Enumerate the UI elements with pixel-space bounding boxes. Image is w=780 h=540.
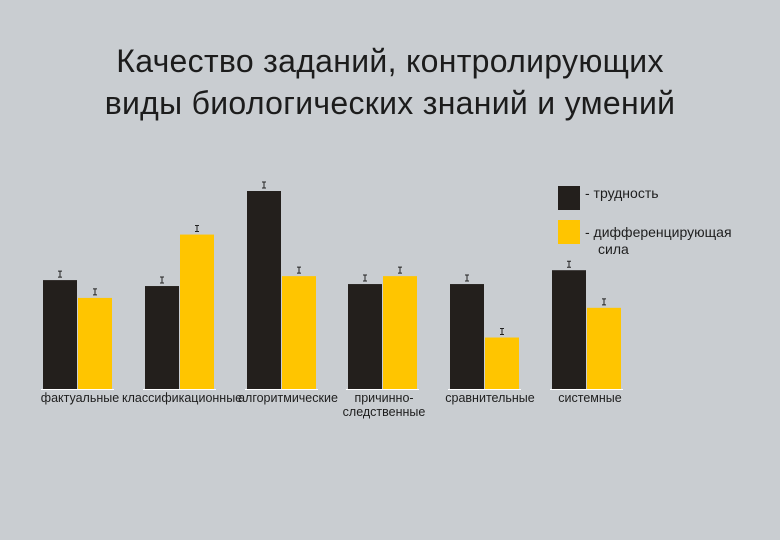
category-label-5: системные bbox=[530, 391, 650, 405]
error-bar-difficulty-3 bbox=[363, 274, 367, 282]
bar-difficulty-2 bbox=[247, 191, 281, 389]
error-bar-discrimination-4 bbox=[500, 328, 504, 336]
bar-difficulty-0 bbox=[43, 280, 77, 389]
error-bar-discrimination-0 bbox=[93, 288, 97, 296]
bar-discrimination-0 bbox=[78, 297, 112, 389]
bar-difficulty-3 bbox=[348, 284, 382, 389]
bar-discrimination-4 bbox=[485, 337, 519, 389]
category-label-line1: фактуальные bbox=[40, 391, 120, 405]
category-label-1: классификационные bbox=[122, 391, 242, 405]
error-bar-difficulty-1 bbox=[160, 276, 164, 284]
chart-title: Качество заданий, контролирующих виды би… bbox=[0, 40, 780, 124]
category-label-line1: сравнительные bbox=[445, 391, 535, 405]
error-bar-discrimination-1 bbox=[195, 225, 199, 233]
bar-discrimination-2 bbox=[282, 276, 316, 389]
error-bar-discrimination-3 bbox=[398, 266, 402, 274]
category-label-4: сравнительные bbox=[430, 391, 550, 405]
error-bar-discrimination-2 bbox=[297, 266, 301, 274]
chart-title-line2: виды биологических знаний и умений bbox=[104, 85, 676, 121]
category-label-line1: алгоритмические bbox=[238, 391, 338, 405]
bar-difficulty-5 bbox=[552, 270, 586, 389]
legend-label-discrimination-line1: - дифференцирующая bbox=[585, 224, 732, 240]
error-bar-difficulty-5 bbox=[567, 260, 571, 268]
error-bar-difficulty-4 bbox=[465, 274, 469, 282]
legend-label-discrimination-line2: сила bbox=[598, 241, 629, 257]
bar-discrimination-5 bbox=[587, 307, 621, 389]
category-label-line1: причинно- bbox=[354, 391, 414, 405]
bar-discrimination-3 bbox=[383, 276, 417, 389]
category-label-line1: системные bbox=[558, 391, 622, 405]
bar-difficulty-4 bbox=[450, 284, 484, 389]
category-label-3: причинно-следственные bbox=[324, 391, 444, 419]
category-label-0: фактуальные bbox=[20, 391, 140, 405]
category-label-2: алгоритмические bbox=[228, 391, 348, 405]
error-bar-difficulty-2 bbox=[262, 181, 266, 189]
error-bar-discrimination-5 bbox=[602, 298, 606, 306]
category-label-line2: следственные bbox=[342, 405, 426, 419]
bar-difficulty-1 bbox=[145, 286, 179, 389]
error-bar-difficulty-0 bbox=[58, 270, 62, 278]
legend-swatch-difficulty bbox=[558, 186, 580, 210]
category-label-line1: классификационные bbox=[122, 391, 243, 405]
legend-label-difficulty: - трудность bbox=[585, 185, 659, 201]
chart-title-line1: Качество заданий, контролирующих bbox=[116, 43, 664, 79]
bar-discrimination-1 bbox=[180, 234, 214, 389]
legend-swatch-discrimination bbox=[558, 220, 580, 244]
